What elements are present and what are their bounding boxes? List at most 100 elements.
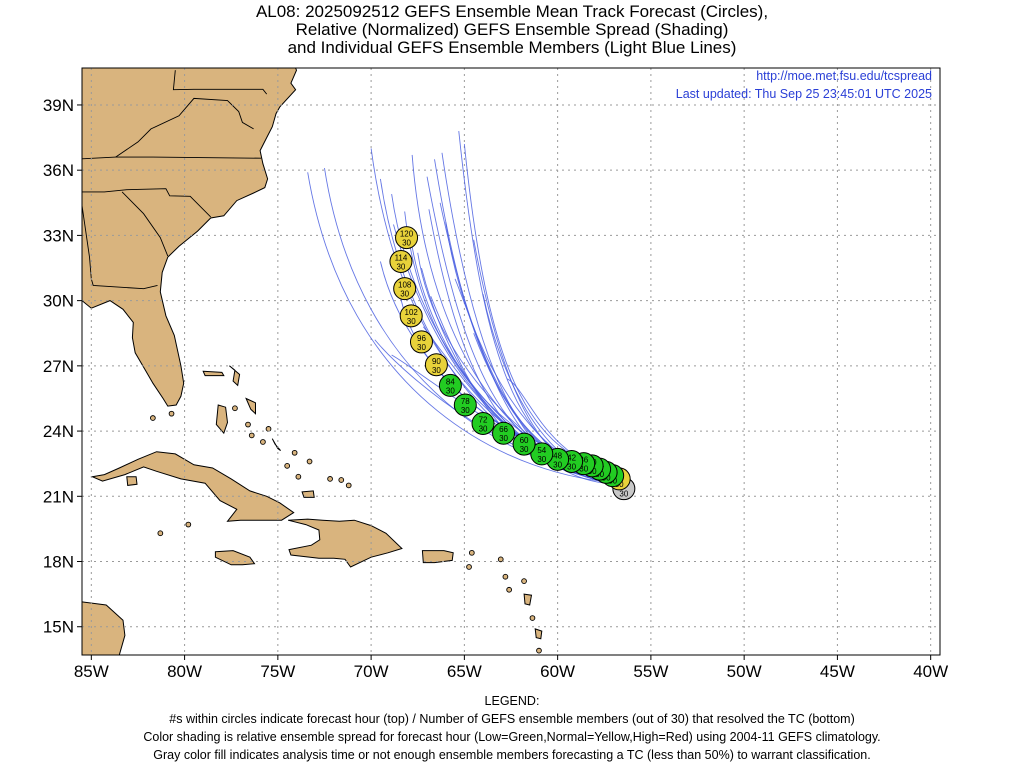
lon-tick-label: 50W [727,662,762,681]
lon-tick-label: 75W [260,662,295,681]
title-line-3: and Individual GEFS Ensemble Members (Li… [287,38,737,57]
grand-bahama-island [202,370,225,377]
guadeloupe-island [523,593,533,606]
member-count-label: 30 [461,406,470,415]
member-count-label: 30 [499,434,508,443]
small-island [529,615,536,621]
north-america-land [82,68,298,407]
inagua-island [301,490,315,498]
track-circle [389,249,413,273]
small-island [525,683,530,688]
member-count-label: 30 [479,424,488,433]
state-border [172,70,268,95]
small-island [232,405,238,412]
long-island-bahamas [271,438,281,452]
small-island [157,530,164,537]
small-island [389,685,394,690]
abaco-island [229,365,241,387]
track-circle [530,442,554,466]
ensemble-member-track [422,326,609,484]
hispaniola-land [287,518,403,568]
member-count-label: 30 [400,290,409,299]
member-count-label: 30 [402,239,411,248]
forecast-hour-label: 72 [479,415,488,424]
lon-tick-label: 70W [354,662,389,681]
small-island [327,476,333,482]
member-count-label: 30 [520,445,529,454]
small-island [502,573,509,580]
small-island [295,473,302,480]
forecast-hour-label: 108 [398,281,412,290]
forecast-hour-label: 120 [400,230,414,239]
eleuthera-island [245,397,256,415]
state-border [115,97,254,158]
member-count-label: 30 [553,460,562,469]
andros-island [215,404,229,435]
forecast-hour-label: 114 [395,253,408,262]
lat-tick-label: 30N [43,292,74,311]
forecast-hour-label: 90 [432,357,441,366]
ensemble-member-track [307,172,627,484]
legend-heading: LEGEND: [484,694,540,708]
lat-tick-label: 15N [43,618,74,637]
forecast-hour-label: 96 [417,334,426,343]
member-count-label: 30 [579,465,588,474]
small-island [150,415,156,421]
member-count-label: 30 [446,386,455,395]
track-circle [424,353,448,377]
track-circle [471,411,495,435]
map-axes: 85W 80W 75W 70W 65W 60W 55W 50W 45W 40W 15N 18N 21N 2… [43,96,948,681]
lat-tick-label: 36N [43,161,74,180]
member-count-label: 30 [595,470,604,479]
track-circle [393,277,417,301]
lon-tick-label: 40W [913,662,948,681]
small-island [466,564,472,570]
lat-tick-label: 33N [43,226,74,245]
member-count-label: 30 [417,343,426,352]
ensemble-mean-track: 0306301230183024303030363042304830543060… [389,226,636,501]
lon-tick-label: 45W [820,662,855,681]
cuba-land [90,451,295,522]
track-circle [492,421,516,445]
member-count-label: 30 [619,490,628,499]
member-count-label: 30 [396,262,405,271]
forecast-hour-label: 36 [579,456,588,465]
small-island [284,463,291,469]
small-island [536,647,542,654]
small-island [260,439,266,445]
forecast-hour-label: 48 [553,451,562,460]
track-circle [409,330,433,354]
small-island [468,549,475,556]
member-count-label: 30 [537,455,546,464]
land-masses [82,68,543,690]
small-island [168,410,175,417]
south-america-land [82,601,126,655]
legend-line-2: Color shading is relative ensemble sprea… [143,730,881,744]
puerto-rico-land [421,550,454,564]
state-border [121,191,169,257]
member-count-label: 30 [588,467,597,476]
legend-line-1: #s within circles indicate forecast hour… [169,712,855,726]
small-island [248,432,255,439]
member-count-label: 30 [567,463,576,472]
lon-tick-label: 60W [540,662,575,681]
track-circle [438,373,462,397]
state-border [82,202,92,279]
member-count-label: 30 [432,366,441,375]
state-border [82,156,262,160]
small-island [291,449,298,456]
lon-tick-label: 65W [447,662,482,681]
small-island [338,477,345,483]
small-island [345,482,352,489]
forecast-hour-label: 54 [537,446,546,455]
source-url-link[interactable]: http://moe.met.fsu.edu/tcspread [756,69,932,83]
